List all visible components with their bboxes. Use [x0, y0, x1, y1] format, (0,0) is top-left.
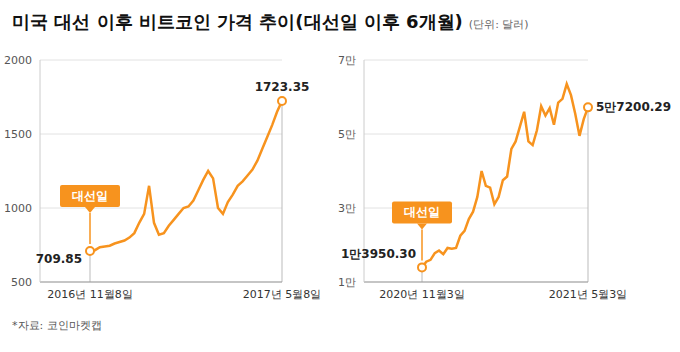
svg-text:7만: 7만	[338, 54, 356, 67]
svg-text:709.85: 709.85	[36, 252, 82, 266]
svg-text:1500: 1500	[4, 128, 32, 141]
svg-text:대선일: 대선일	[404, 205, 440, 219]
svg-text:2000: 2000	[4, 54, 32, 67]
html-text:미국 대선 이후 비트코인 가격 추이(대선일 이후 6개월: 미국 대선 이후 비트코인 가격 추이(대선일 이후 6개월) (단위: 달러)	[12, 11, 529, 32]
html-text:*자료: 코인마켓캡: *자료: 코인마켓캡	[12, 319, 102, 332]
svg-text:2017년 5월8일: 2017년 5월8일	[243, 288, 322, 301]
svg-text:1만: 1만	[338, 276, 356, 289]
svg-text:1만3950.30: 1만3950.30	[341, 247, 416, 261]
svg-text:3만: 3만	[338, 202, 356, 215]
svg-text:1000: 1000	[4, 202, 32, 215]
svg-text:2021년 5월3일: 2021년 5월3일	[549, 288, 628, 301]
svg-text:5만: 5만	[338, 128, 356, 141]
svg-text:500: 500	[11, 276, 32, 289]
svg-text:5만7200.29: 5만7200.29	[596, 100, 671, 114]
svg-text:2020년 11월3일: 2020년 11월3일	[379, 288, 465, 301]
svg-text:대선일: 대선일	[72, 189, 108, 203]
svg-text:1723.35: 1723.35	[255, 80, 310, 94]
svg-text:2016년 11월8일: 2016년 11월8일	[47, 288, 133, 301]
